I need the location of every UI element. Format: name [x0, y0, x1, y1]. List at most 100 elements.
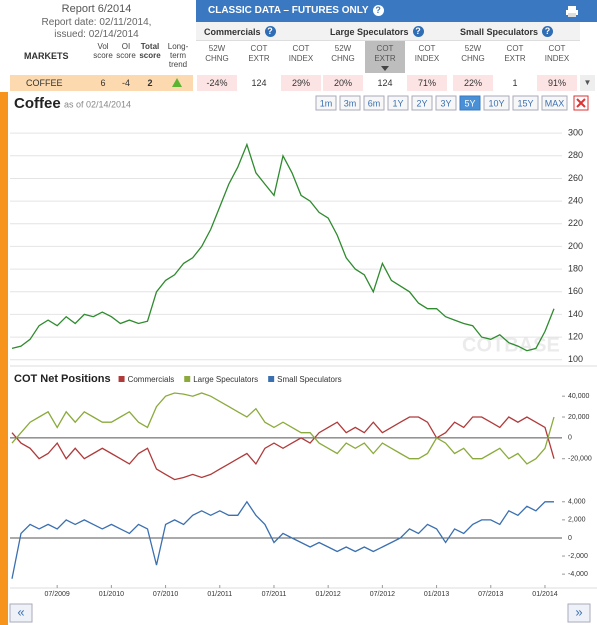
- help-icon[interactable]: ?: [542, 26, 554, 37]
- range-button[interactable]: 3m: [339, 95, 361, 111]
- cell-bg: [495, 75, 535, 91]
- range-button[interactable]: 5Y: [459, 95, 481, 111]
- issued-date: issued: 02/14/2014: [54, 29, 139, 40]
- legend-swatch: [184, 376, 191, 382]
- legend-label: Commercials: [128, 375, 175, 384]
- market-name[interactable]: COFFEE: [26, 78, 63, 88]
- column-header[interactable]: 52W CHNG: [331, 44, 355, 63]
- cell-bg: [365, 75, 405, 91]
- range-button[interactable]: 10Y: [483, 95, 510, 111]
- nav-button-label: «: [17, 604, 24, 619]
- watermark: COTBASE: [462, 334, 560, 356]
- report-title: Report 6/2014: [61, 3, 132, 15]
- scroll-arrow[interactable]: ▼: [580, 75, 595, 91]
- column-header[interactable]: COT INDEX: [544, 44, 570, 63]
- y-tick-label: 120: [568, 331, 583, 341]
- y-tick-label: 20,000: [568, 414, 590, 421]
- range-button-label: 3m: [344, 98, 357, 108]
- cell-value: 22%: [463, 78, 482, 88]
- as-of-date: as of 02/14/2014: [64, 99, 131, 109]
- y-tick-label: 160: [568, 286, 583, 296]
- column-header[interactable]: COT INDEX: [414, 44, 440, 63]
- report-date: Report date: 02/11/2014,: [41, 17, 152, 28]
- cell-value: 71%: [417, 78, 436, 88]
- range-button-box: [541, 95, 568, 111]
- x-tick-label: 07/2012: [370, 591, 395, 598]
- y-tick-label: 0: [568, 435, 572, 442]
- range-button-box: [459, 95, 481, 111]
- x-tick-label: 07/2009: [45, 591, 70, 598]
- y-tick-label: 4,000: [568, 499, 586, 506]
- x-tick-label: 07/2013: [478, 591, 503, 598]
- nav-button-label: »: [575, 604, 582, 619]
- accent-bar: [0, 92, 8, 625]
- y-tick-label: 220: [568, 218, 583, 228]
- markets-label: MARKETS: [24, 51, 69, 61]
- group-header: Small Speculators?: [460, 26, 554, 37]
- nav-button-box: [9, 603, 33, 623]
- range-button[interactable]: 15Y: [512, 95, 539, 111]
- range-button-box: [411, 95, 433, 111]
- group-header-row: [196, 22, 580, 41]
- data-row-bg: [10, 75, 193, 91]
- y-tick-label: -4,000: [568, 571, 588, 578]
- cell-value: 124: [377, 78, 393, 88]
- cell-value: -24%: [206, 78, 228, 88]
- range-button[interactable]: MAX: [541, 95, 568, 111]
- range-button[interactable]: 6m: [363, 95, 385, 111]
- column-header[interactable]: 52W CHNG: [205, 44, 229, 63]
- close-button[interactable]: [573, 95, 589, 111]
- x-tick-label: 01/2013: [424, 591, 449, 598]
- range-button[interactable]: 3Y: [435, 95, 457, 111]
- column-header[interactable]: COT EXTR: [248, 44, 270, 63]
- column-header[interactable]: COT INDEX: [288, 44, 314, 63]
- print-button[interactable]: [549, 95, 567, 111]
- range-button[interactable]: 2Y: [411, 95, 433, 111]
- range-button-label: 1Y: [392, 98, 403, 108]
- group-name: Small Speculators: [460, 26, 539, 37]
- x-tick-label: 01/2012: [316, 591, 341, 598]
- sort-arrow: [381, 66, 389, 71]
- nav-button[interactable]: »: [567, 603, 591, 623]
- column-header[interactable]: COT EXTR: [374, 44, 396, 63]
- range-button[interactable]: 1Y: [387, 95, 409, 111]
- x-tick-label: 01/2014: [532, 591, 557, 598]
- column-header[interactable]: COT EXTR: [504, 44, 526, 63]
- legend-swatch: [268, 376, 275, 382]
- range-button-box: [483, 95, 510, 111]
- cell-value: 20%: [333, 78, 352, 88]
- range-button-label: 2Y: [416, 98, 427, 108]
- y-tick-label: 140: [568, 309, 583, 319]
- score-column-header: Total score: [139, 42, 161, 60]
- score-value: 6: [100, 78, 106, 88]
- series-line: [11, 416, 555, 481]
- y-tick-label: 200: [568, 241, 583, 251]
- help-icon[interactable]: ?: [372, 5, 384, 16]
- x-tick-label: 07/2010: [153, 591, 178, 598]
- group-header: Large Speculators?: [330, 26, 424, 37]
- cell-value: 1: [512, 78, 518, 88]
- column-header[interactable]: 52W CHNG: [461, 44, 485, 63]
- cell-bg: [197, 75, 237, 91]
- range-button-label: 6m: [368, 98, 381, 108]
- nav-button-box: [567, 603, 591, 623]
- range-button-box: [512, 95, 539, 111]
- panel-title-text: CLASSIC DATA – FUTURES ONLY: [208, 5, 369, 16]
- print-icon[interactable]: [566, 6, 578, 17]
- help-icon[interactable]: ?: [264, 26, 276, 37]
- cell-value: 91%: [547, 78, 566, 88]
- cell-value: 124: [251, 78, 267, 88]
- x-tick-label: 01/2010: [99, 591, 124, 598]
- y-tick-label: 100: [568, 354, 583, 364]
- range-button[interactable]: 1m: [315, 95, 337, 111]
- y-tick-label: 40,000: [568, 393, 590, 400]
- range-button-label: 15Y: [517, 98, 533, 108]
- market-table: Report 6/2014 Report date: 02/11/2014, i…: [0, 0, 597, 92]
- series-line: [11, 500, 554, 579]
- group-header: Commercials?: [204, 26, 276, 37]
- help-icon[interactable]: ?: [412, 26, 424, 37]
- group-name: Commercials: [204, 26, 261, 37]
- y-tick-label: 240: [568, 195, 583, 205]
- nav-button[interactable]: «: [9, 603, 33, 623]
